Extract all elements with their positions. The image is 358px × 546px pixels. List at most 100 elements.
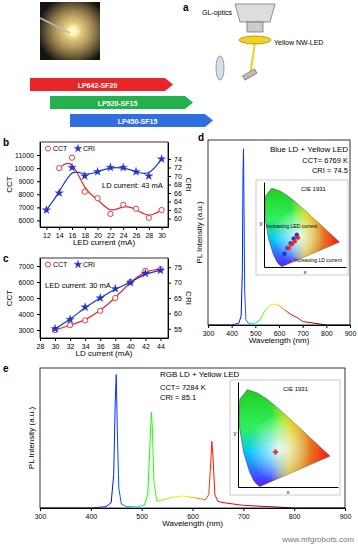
chart: 1214161820222426283060007000800090001000… — [5, 142, 193, 247]
x-tick-mark — [149, 227, 150, 230]
lens — [216, 56, 224, 80]
marker — [68, 163, 76, 171]
x-tick-mark — [110, 227, 111, 230]
inset: CIE 1931xyIncreasing LED currentIncreasi… — [256, 180, 348, 275]
inset-annotation: Increasing LD current — [294, 257, 342, 263]
figure: www.mfgrobots.comaGL-opticsYellow NW-LED… — [0, 0, 358, 546]
x-tick-mark — [326, 325, 327, 328]
chart: 300400500600700800900Wavelength (nm)PL I… — [195, 140, 356, 345]
y-tick-mark — [37, 220, 40, 221]
x-tick-label: 42 — [142, 343, 150, 350]
y2-tick: 72 — [168, 164, 182, 171]
x-tick-mark — [255, 325, 256, 328]
y2-tick-mark — [168, 298, 171, 299]
y2-tick-label: 66 — [174, 190, 182, 197]
marker — [98, 308, 103, 313]
x-tick-mark — [115, 338, 116, 341]
y2-tick: 62 — [168, 207, 182, 214]
y-tick-mark — [37, 314, 40, 315]
y2-tick: 74 — [168, 156, 182, 163]
y-tick-label: 5000 — [18, 295, 34, 302]
y2-tick-label: 65 — [174, 295, 182, 302]
marker — [106, 163, 114, 171]
photo-image — [40, 2, 100, 60]
y-axis-line — [40, 259, 41, 339]
x-tick-label: 400 — [85, 513, 97, 520]
x-tick-label: 14 — [56, 232, 64, 239]
y2-axis-title: CRI — [184, 291, 193, 305]
marker — [66, 315, 74, 323]
marker — [111, 284, 119, 292]
cie-gamut — [265, 188, 339, 266]
y2-tick-mark — [168, 159, 171, 160]
series-line — [208, 149, 350, 325]
marker — [119, 163, 127, 171]
cie-gamut — [239, 390, 330, 487]
x-tick-mark — [59, 227, 60, 230]
y-tick-label: 7000 — [18, 204, 34, 211]
y-tick: 10000 — [15, 165, 40, 172]
x-tick-mark — [208, 325, 209, 328]
y-tick: 5000 — [18, 295, 40, 302]
x-tick-mark — [350, 325, 351, 328]
marker — [145, 172, 153, 180]
plot-area — [51, 266, 165, 333]
x-tick-label: 32 — [67, 343, 75, 350]
marker — [157, 155, 165, 163]
inset-annotation: Increasing LED current — [266, 223, 318, 229]
y-tick: 6000 — [18, 217, 40, 224]
marker — [82, 189, 87, 194]
x-tick: 300 — [203, 325, 215, 337]
inset-x-axis — [265, 267, 347, 268]
y2-tick: 65 — [168, 295, 182, 302]
x-tick-label: 300 — [35, 513, 47, 520]
x-tick-label: 900 — [345, 330, 357, 337]
y2-tick-label: 62 — [174, 207, 182, 214]
y2-tick: 60 — [168, 215, 182, 222]
x-tick: 800 — [289, 508, 301, 520]
y2-tick-label: 74 — [174, 156, 182, 163]
marker — [108, 211, 113, 216]
cie-gamut — [239, 390, 330, 487]
x-tick: 30 — [52, 338, 60, 350]
x-tick: 800 — [321, 325, 333, 337]
x-tick: 400 — [226, 325, 238, 337]
inset-plot — [265, 188, 339, 266]
x-tick-label: 30 — [158, 232, 166, 239]
y-tick: 7000 — [18, 204, 40, 211]
y-axis-title: CCT — [5, 176, 14, 193]
panel-label: c — [3, 253, 9, 264]
y-tick-label: 10000 — [15, 165, 35, 172]
laser-label: LP450-SF15 — [118, 118, 158, 125]
marker — [133, 206, 138, 211]
x-tick: 44 — [157, 338, 165, 350]
x-tick: 42 — [142, 338, 150, 350]
annotation: CRI = 85.1 — [160, 393, 196, 402]
y2-tick: 66 — [168, 190, 182, 197]
x-tick: 28 — [145, 227, 153, 239]
legend-symbol — [45, 262, 50, 267]
plot-frame — [40, 142, 168, 227]
y2-axis-title: CRI — [184, 178, 193, 192]
y2-tick-mark — [168, 219, 171, 220]
marker — [286, 246, 290, 250]
x-tick-label: 800 — [289, 513, 301, 520]
laser-label: LP520-SF15 — [98, 100, 138, 107]
panel-label: d — [198, 132, 204, 143]
x-tick-mark — [345, 508, 346, 511]
cie-gamut — [265, 188, 339, 266]
x-tick-label: 28 — [37, 343, 45, 350]
x-axis-title: LD current (mA) — [76, 349, 133, 358]
x-tick-label: 28 — [145, 232, 153, 239]
y2-tick-mark — [168, 202, 171, 203]
x-tick: 500 — [136, 508, 148, 520]
x-tick-label: 30 — [52, 343, 60, 350]
x-axis-title: Wavelength (nm) — [249, 336, 310, 345]
y-axis: 30004000500060007000 — [18, 259, 40, 339]
annotation: CCT= 6769 K — [302, 156, 348, 165]
x-tick-mark — [232, 325, 233, 328]
x-tick-mark — [55, 338, 56, 341]
x-tick-mark — [123, 227, 124, 230]
y2-tick: 70 — [168, 279, 182, 286]
x-tick-mark — [294, 508, 295, 511]
